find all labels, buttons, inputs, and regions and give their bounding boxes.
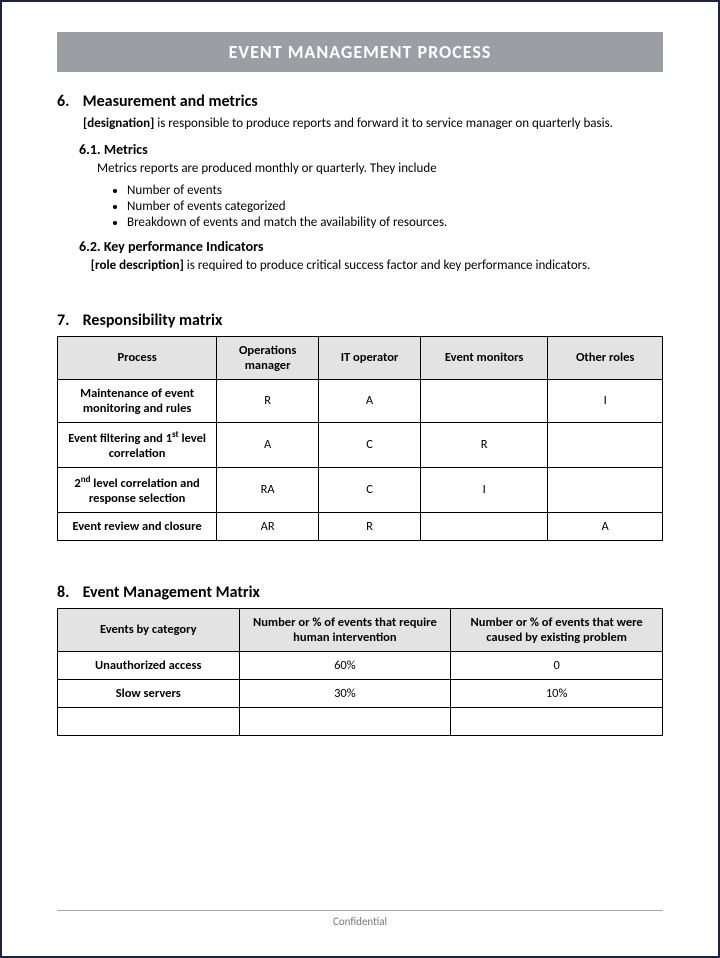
table-row: Event filtering and 1st level correlatio… — [58, 422, 663, 467]
row-label: Event filtering and 1st level correlatio… — [58, 422, 217, 467]
section-6-2-bold: [role description] — [91, 258, 184, 273]
cell: RA — [217, 467, 319, 512]
section-8-heading: 8. Event Management Matrix — [57, 583, 663, 602]
section-6-2-rest: is required to produce critical success … — [184, 258, 591, 273]
section-6-1-title: Metrics — [104, 141, 148, 158]
cell: 60% — [239, 651, 451, 679]
row-label: Maintenance of event monitoring and rule… — [58, 379, 217, 422]
col-header: Number or % of events that require human… — [239, 608, 451, 651]
row-label: Unauthorized access — [58, 651, 240, 679]
section-6-2-text: [role description] is required to produc… — [79, 257, 663, 275]
cell — [239, 707, 451, 735]
col-header: Number or % of events that were caused b… — [451, 608, 663, 651]
section-6-heading: 6. Measurement and metrics — [57, 92, 663, 111]
section-6-intro-rest: is responsible to produce reports and fo… — [154, 116, 613, 131]
table-row — [58, 707, 663, 735]
section-6-intro: [designation] is responsible to produce … — [83, 115, 663, 133]
section-6-1-num: 6.1. — [79, 141, 101, 158]
page-title-bar: EVENT MANAGEMENT PROCESS — [57, 32, 663, 72]
section-6-1-bullets: Number of events Number of events catego… — [127, 183, 663, 230]
footer: Confidential — [57, 910, 663, 928]
event-management-matrix-body: Unauthorized access60%0Slow servers30%10… — [58, 651, 663, 735]
col-header: Process — [58, 336, 217, 379]
col-header: Operations manager — [217, 336, 319, 379]
bullet-item: Number of events categorized — [127, 199, 663, 214]
table-row: 2nd level correlation and response selec… — [58, 467, 663, 512]
row-label: Event review and closure — [58, 512, 217, 540]
row-label — [58, 707, 240, 735]
page-title: EVENT MANAGEMENT PROCESS — [229, 41, 492, 63]
cell — [548, 422, 663, 467]
cell: A — [548, 512, 663, 540]
cell: C — [319, 422, 421, 467]
cell — [420, 512, 547, 540]
document-page: EVENT MANAGEMENT PROCESS 6. Measurement … — [0, 0, 720, 958]
col-header: Event monitors — [420, 336, 547, 379]
section-7-num: 7. — [57, 311, 79, 330]
event-management-matrix-table: Events by category Number or % of events… — [57, 608, 663, 736]
section-6-1-text: Metrics reports are produced monthly or … — [97, 160, 663, 178]
cell: I — [548, 379, 663, 422]
cell: R — [420, 422, 547, 467]
responsibility-matrix-body: Maintenance of event monitoring and rule… — [58, 379, 663, 540]
responsibility-matrix-table: Process Operations manager IT operator E… — [57, 336, 663, 541]
section-6-1-heading: 6.1. Metrics — [79, 141, 663, 158]
table-row: Unauthorized access60%0 — [58, 651, 663, 679]
section-8-num: 8. — [57, 583, 79, 602]
cell: A — [217, 422, 319, 467]
table-row: Slow servers30%10% — [58, 679, 663, 707]
cell: I — [420, 467, 547, 512]
section-8-title: Event Management Matrix — [83, 583, 260, 602]
table-row: Event review and closureARR A — [58, 512, 663, 540]
cell — [451, 707, 663, 735]
cell: R — [319, 512, 421, 540]
cell — [548, 467, 663, 512]
cell: R — [217, 379, 319, 422]
cell: 30% — [239, 679, 451, 707]
section-6-2-title: Key performance Indicators — [104, 238, 264, 255]
table-header-row: Process Operations manager IT operator E… — [58, 336, 663, 379]
section-6-2-num: 6.2. — [79, 238, 101, 255]
col-header: Events by category — [58, 608, 240, 651]
cell: 0 — [451, 651, 663, 679]
cell: C — [319, 467, 421, 512]
section-6-num: 6. — [57, 92, 79, 111]
section-6-title: Measurement and metrics — [83, 92, 258, 111]
bullet-item: Breakdown of events and match the availa… — [127, 215, 663, 230]
cell: 10% — [451, 679, 663, 707]
table-row: Maintenance of event monitoring and rule… — [58, 379, 663, 422]
bullet-item: Number of events — [127, 183, 663, 198]
section-6-intro-bold: [designation] — [83, 116, 154, 131]
section-7-heading: 7. Responsibility matrix — [57, 311, 663, 330]
table-header-row: Events by category Number or % of events… — [58, 608, 663, 651]
col-header: Other roles — [548, 336, 663, 379]
section-6-2-heading: 6.2. Key performance Indicators — [79, 238, 663, 255]
row-label: Slow servers — [58, 679, 240, 707]
row-label: 2nd level correlation and response selec… — [58, 467, 217, 512]
cell: AR — [217, 512, 319, 540]
cell — [420, 379, 547, 422]
section-7-title: Responsibility matrix — [83, 311, 223, 330]
col-header: IT operator — [319, 336, 421, 379]
footer-text: Confidential — [333, 915, 387, 928]
cell: A — [319, 379, 421, 422]
